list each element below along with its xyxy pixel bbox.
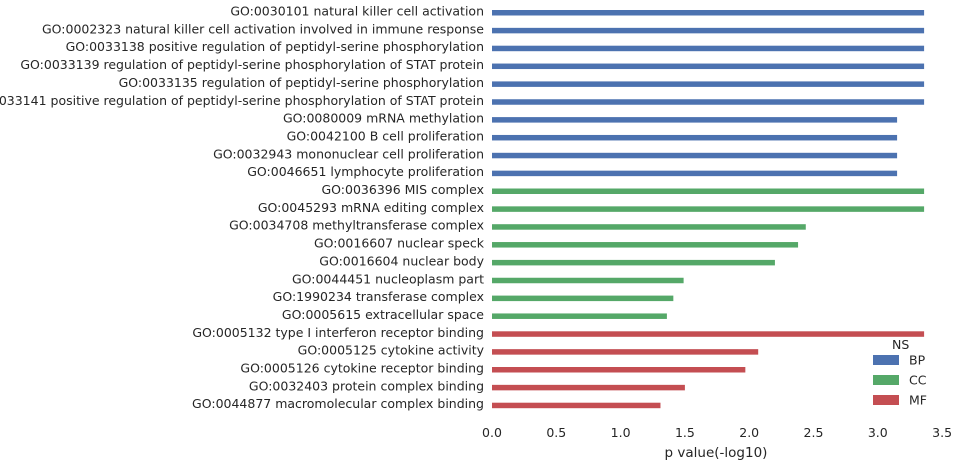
bar-mf	[492, 349, 759, 355]
legend-swatch-mf	[873, 395, 899, 405]
category-label: GO:0044451 nucleoplasm part	[292, 271, 484, 286]
x-tick-label: 2.5	[804, 425, 824, 440]
category-label: GO:0033141 positive regulation of peptid…	[0, 93, 484, 108]
legend-title: NS	[892, 337, 909, 352]
x-tick-label: 0.5	[546, 425, 566, 440]
category-label: GO:0033135 regulation of peptidyl-serine…	[119, 75, 484, 90]
legend-label-mf: MF	[909, 393, 927, 408]
bar-bp	[492, 10, 925, 16]
x-tick-label: 1.5	[675, 425, 695, 440]
category-label: GO:0005615 extracellular space	[282, 307, 484, 322]
x-tick-label: 2.0	[739, 425, 759, 440]
bar-bp	[492, 45, 925, 52]
bar-mf	[492, 384, 685, 391]
category-label: GO:0016607 nuclear speck	[314, 236, 485, 251]
x-tick-label: 3.0	[868, 425, 888, 440]
legend-swatch-cc	[873, 375, 899, 385]
bar-bp	[492, 81, 925, 87]
category-label: GO:0032943 mononuclear cell proliferatio…	[213, 146, 484, 161]
bar-mf	[492, 367, 746, 373]
legend: NS BP CC MF	[873, 337, 927, 408]
bar-cc	[492, 277, 684, 284]
bar-cc	[492, 224, 806, 230]
bar-cc	[492, 295, 674, 302]
category-label: GO:0033138 positive regulation of peptid…	[66, 39, 484, 54]
bar-bp	[492, 134, 898, 141]
category-label: GO:0005125 cytokine activity	[298, 343, 485, 358]
x-tick-label: 3.5	[932, 425, 952, 440]
category-label: GO:0042100 B cell proliferation	[287, 128, 484, 143]
x-tick-label: 0.0	[482, 425, 502, 440]
category-label: GO:0016604 nuclear body	[319, 253, 484, 268]
x-tick-label: 1.0	[611, 425, 631, 440]
category-label: GO:1990234 transferase complex	[273, 289, 484, 304]
x-axis-label: p value(-log10)	[665, 445, 768, 461]
category-label: GO:0045293 mRNA editing complex	[258, 200, 484, 215]
category-label: GO:0080009 mRNA methylation	[283, 111, 484, 126]
category-label: GO:0033139 regulation of peptidyl-serine…	[20, 57, 484, 72]
legend-label-cc: CC	[909, 373, 927, 388]
bar-bp	[492, 170, 898, 177]
category-label: GO:0036396 MIS complex	[321, 182, 484, 197]
category-label: GO:0005132 type I interferon receptor bi…	[192, 325, 484, 340]
bar-bp	[492, 63, 925, 70]
category-label: GO:0002323 natural killer cell activatio…	[42, 21, 484, 36]
bar-cc	[492, 188, 925, 194]
bar-bp	[492, 117, 898, 123]
category-label: GO:0046651 lymphocyte proliferation	[247, 164, 484, 179]
category-label: GO:0005126 cytokine receptor binding	[240, 361, 484, 376]
category-label: GO:0034708 methyltransferase complex	[229, 218, 484, 233]
x-axis-ticks: 0.0 0.5 1.0 1.5 2.0 2.5 3.0 3.5	[482, 425, 952, 440]
category-label: GO:0044877 macromolecular complex bindin…	[192, 396, 484, 411]
bar-cc	[492, 259, 775, 266]
legend-label-bp: BP	[909, 353, 926, 368]
bar-mf	[492, 331, 925, 337]
bar-cc	[492, 206, 925, 212]
bar-bp	[492, 27, 925, 34]
category-label: GO:0032403 protein complex binding	[249, 378, 484, 393]
bar-mf	[492, 402, 661, 409]
category-labels: GO:0030101 natural killer cell activatio…	[0, 4, 485, 412]
legend-swatch-bp	[873, 355, 899, 365]
bar-cc	[492, 313, 667, 319]
bar-bp	[492, 152, 898, 159]
category-label: GO:0030101 natural killer cell activatio…	[230, 4, 484, 19]
bar-cc	[492, 242, 799, 248]
bar-bp	[492, 99, 925, 105]
bars-layer	[492, 10, 925, 409]
